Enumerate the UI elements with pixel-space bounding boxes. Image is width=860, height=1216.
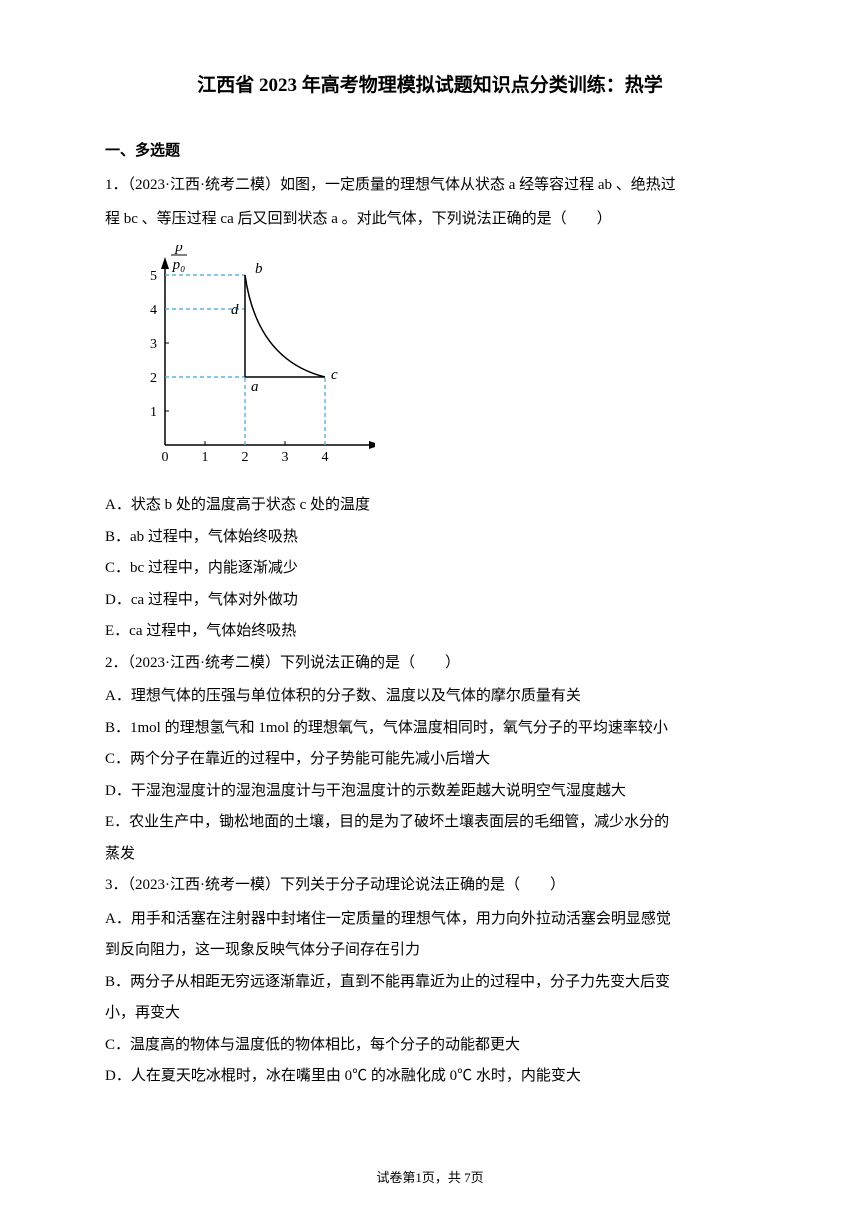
q1-option-d: D．ca 过程中，气体对外做功 xyxy=(105,585,755,617)
q2-option-e-line1: E．农业生产中，锄松地面的土壤，目的是为了破坏土壤表面层的毛细管，减少水分的 xyxy=(105,807,755,839)
svg-text:4: 4 xyxy=(322,450,329,465)
pv-chart: 0123412345pp₀VV₀bdac xyxy=(135,245,375,475)
q3-option-b-line2: 小，再变大 xyxy=(105,998,755,1030)
svg-text:1: 1 xyxy=(202,450,209,465)
document-title: 江西省 2023 年高考物理模拟试题知识点分类训练：热学 xyxy=(105,70,755,97)
svg-text:5: 5 xyxy=(150,269,157,284)
svg-text:1: 1 xyxy=(150,405,157,420)
q1-figure: 0123412345pp₀VV₀bdac xyxy=(135,245,755,480)
q2-option-a: A．理想气体的压强与单位体积的分子数、温度以及气体的摩尔质量有关 xyxy=(105,681,755,713)
q3-option-a-line1: A．用手和活塞在注射器中封堵住一定质量的理想气体，用力向外拉动活塞会明显感觉 xyxy=(105,904,755,936)
q1-option-a: A．状态 b 处的温度高于状态 c 处的温度 xyxy=(105,490,755,522)
svg-text:2: 2 xyxy=(242,450,249,465)
q2-option-e-line2: 蒸发 xyxy=(105,839,755,871)
q3-option-d: D．人在夏天吃冰棍时，冰在嘴里由 0℃ 的冰融化成 0℃ 水时，内能变大 xyxy=(105,1061,755,1093)
q2-option-d: D．干湿泡湿度计的湿泡温度计与干泡温度计的示数差距越大说明空气湿度越大 xyxy=(105,776,755,808)
svg-text:p: p xyxy=(174,245,183,255)
svg-text:3: 3 xyxy=(150,337,157,352)
q3-option-c: C．温度高的物体与温度低的物体相比，每个分子的动能都更大 xyxy=(105,1030,755,1062)
q3-option-a-line2: 到反向阻力，这一现象反映气体分子间存在引力 xyxy=(105,935,755,967)
svg-text:c: c xyxy=(331,367,338,383)
svg-text:3: 3 xyxy=(282,450,289,465)
q2-option-c: C．两个分子在靠近的过程中，分子势能可能先减小后增大 xyxy=(105,744,755,776)
page-footer: 试卷第1页，共 7页 xyxy=(0,1167,860,1186)
q1-option-c: C．bc 过程中，内能逐渐减少 xyxy=(105,553,755,585)
svg-text:b: b xyxy=(255,261,263,277)
svg-text:a: a xyxy=(251,379,259,395)
q1-stem-line2: 程 bc 、等压过程 ca 后又回到状态 a 。对此气体，下列说法正确的是（ ） xyxy=(105,204,755,236)
q3-option-b-line1: B．两分子从相距无穷远逐渐靠近，直到不能再靠近为止的过程中，分子力先变大后变 xyxy=(105,967,755,999)
svg-text:4: 4 xyxy=(150,303,157,318)
q1-option-e: E．ca 过程中，气体始终吸热 xyxy=(105,616,755,648)
q1-stem-line1: 1．（2023·江西·统考二模）如图，一定质量的理想气体从状态 a 经等容过程 … xyxy=(105,170,755,202)
q2-option-b: B．1mol 的理想氢气和 1mol 的理想氧气，气体温度相同时，氧气分子的平均… xyxy=(105,713,755,745)
svg-text:d: d xyxy=(231,302,239,318)
q1-option-b: B．ab 过程中，气体始终吸热 xyxy=(105,522,755,554)
q2-stem: 2．（2023·江西·统考二模）下列说法正确的是（ ） xyxy=(105,648,755,680)
svg-text:2: 2 xyxy=(150,371,157,386)
section-heading: 一、多选题 xyxy=(105,139,755,160)
svg-text:p₀: p₀ xyxy=(172,257,186,273)
svg-text:0: 0 xyxy=(162,450,169,465)
q3-stem: 3．（2023·江西·统考一模）下列关于分子动理论说法正确的是（ ） xyxy=(105,870,755,902)
